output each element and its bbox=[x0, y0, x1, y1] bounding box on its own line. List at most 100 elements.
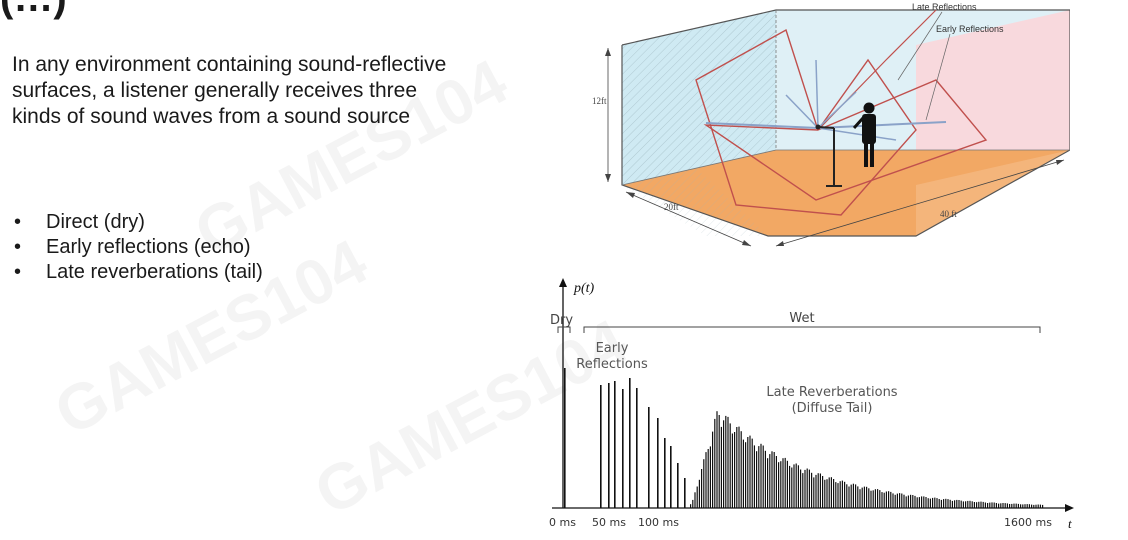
impulse-bar bbox=[910, 494, 912, 508]
listener-icon bbox=[852, 102, 876, 167]
impulse-bar bbox=[622, 389, 624, 508]
impulse-bar bbox=[936, 498, 938, 508]
impulse-bar bbox=[780, 461, 782, 508]
early-reflection-ray bbox=[817, 127, 897, 141]
bullet-text: Direct (dry) bbox=[46, 211, 145, 233]
impulse-bar bbox=[1037, 504, 1039, 508]
impulse-bar bbox=[973, 502, 975, 508]
impulse-bar bbox=[890, 491, 892, 508]
early-reflection-ray bbox=[705, 122, 819, 129]
impulse-bar bbox=[608, 383, 610, 508]
impulse-bar bbox=[826, 479, 828, 508]
impulse-bar bbox=[918, 497, 920, 508]
impulse-bar bbox=[664, 438, 666, 508]
right-wall bbox=[916, 10, 1070, 185]
bullet-item: • Early reflections (echo) bbox=[12, 235, 263, 260]
impulse-bar bbox=[892, 493, 894, 508]
impulse-bar bbox=[705, 452, 707, 508]
impulse-bar bbox=[976, 502, 978, 508]
impulse-bar bbox=[947, 499, 949, 508]
impulse-bar bbox=[1039, 504, 1041, 508]
impulse-bar bbox=[614, 381, 616, 508]
bullet-list: • Direct (dry) • Early reflections (echo) … bbox=[12, 210, 263, 285]
bullet-dot: • bbox=[14, 236, 22, 258]
impulse-bar bbox=[861, 487, 863, 508]
impulse-bar bbox=[901, 493, 903, 508]
dry-bracket bbox=[557, 326, 571, 333]
impulse-bar bbox=[951, 500, 953, 508]
floor-hatch bbox=[622, 168, 768, 236]
impulse-bar bbox=[1042, 504, 1044, 508]
impulse-bar bbox=[960, 500, 962, 508]
early-reflections-label: Early Reflections bbox=[936, 24, 1004, 34]
impulse-bar bbox=[1004, 503, 1006, 508]
impulse-bar bbox=[927, 498, 929, 508]
dry-label: Dry bbox=[550, 313, 573, 328]
impulse-bar bbox=[907, 495, 909, 508]
impulse-bar bbox=[758, 446, 760, 508]
impulse-bar bbox=[734, 432, 736, 508]
impulse-bar bbox=[756, 451, 758, 508]
impulse-bar bbox=[899, 493, 901, 508]
impulse-bar bbox=[731, 433, 733, 508]
impulse-bar bbox=[896, 493, 898, 508]
impulse-bar bbox=[844, 481, 846, 508]
wet-label: Wet bbox=[789, 311, 814, 326]
impulse-bar bbox=[923, 496, 925, 508]
late-reflections-label: Late Reflections bbox=[912, 2, 977, 12]
impulse-bar bbox=[1013, 503, 1015, 508]
impulse-bar bbox=[846, 484, 848, 508]
impulse-bar bbox=[969, 500, 971, 508]
impulse-bar bbox=[815, 474, 817, 508]
late-reverberations-label-line1: Late Reverberations bbox=[766, 385, 897, 400]
impulse-bar bbox=[811, 472, 813, 508]
early-reflections-label-line2: Reflections bbox=[576, 357, 648, 372]
impulse-bar bbox=[718, 415, 720, 508]
impulse-bar bbox=[712, 431, 714, 508]
impulse-bar bbox=[852, 483, 854, 508]
impulse-bar bbox=[714, 418, 716, 508]
impulse-bar bbox=[786, 460, 788, 508]
late-reflections-leader bbox=[897, 11, 943, 81]
impulse-bar bbox=[778, 462, 780, 508]
impulse-bar bbox=[684, 478, 686, 508]
slide-title-fragment: (…) bbox=[0, 0, 67, 21]
impulse-bar bbox=[773, 452, 775, 508]
impulse-bar bbox=[978, 501, 980, 508]
impulse-bar bbox=[866, 486, 868, 508]
impulse-bar bbox=[859, 489, 861, 508]
intro-text: In any environment containing sound-refl… bbox=[12, 53, 447, 128]
impulse-bar bbox=[648, 407, 650, 508]
impulse-bar bbox=[850, 484, 852, 508]
late-reverberations-label-line2: (Diffuse Tail) bbox=[792, 401, 873, 416]
impulse-bar bbox=[857, 486, 859, 508]
impulse-bar bbox=[1020, 504, 1022, 508]
impulse-bar bbox=[629, 378, 631, 508]
impulse-bar bbox=[837, 483, 839, 508]
impulse-bar bbox=[753, 445, 755, 508]
impulse-bar bbox=[949, 499, 951, 508]
tick-label: 100 ms bbox=[638, 516, 679, 529]
early-reflections-leader bbox=[925, 33, 951, 121]
impulse-bar bbox=[998, 503, 1000, 508]
impulse-bar bbox=[564, 368, 566, 508]
impulse-bar bbox=[885, 491, 887, 508]
late-reflection-ray bbox=[703, 79, 988, 201]
impulse-bar bbox=[870, 490, 872, 508]
impulse-bar bbox=[767, 458, 769, 508]
impulse-bar bbox=[709, 446, 711, 508]
impulse-bar bbox=[1022, 504, 1024, 508]
impulse-bar bbox=[934, 497, 936, 508]
impulse-bar bbox=[725, 415, 727, 508]
impulse-bar bbox=[745, 442, 747, 508]
impulse-bar bbox=[863, 486, 865, 508]
impulse-bar bbox=[729, 423, 731, 508]
impulse-bar bbox=[855, 484, 857, 508]
impulse-bar bbox=[943, 499, 945, 508]
impulse-bar bbox=[703, 459, 705, 508]
dimension-depth bbox=[625, 191, 752, 247]
impulse-bar bbox=[888, 491, 890, 508]
impulse-bar bbox=[921, 496, 923, 508]
microphone-icon bbox=[815, 124, 842, 187]
impulse-bar bbox=[833, 479, 835, 508]
